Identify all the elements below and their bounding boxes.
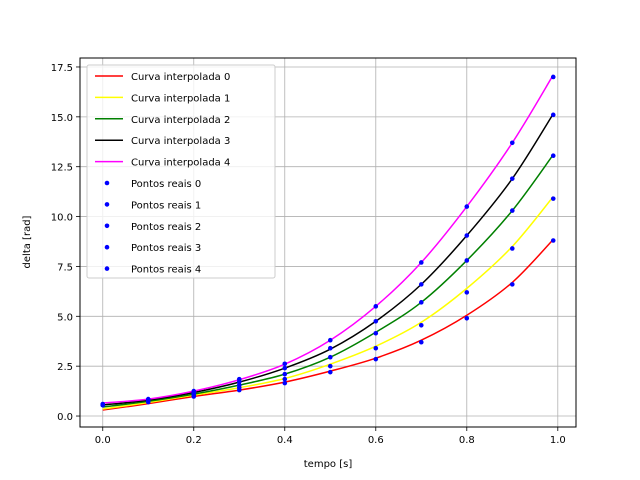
x-tick-label: 0.8 (459, 435, 475, 446)
real-point-4 (464, 204, 470, 209)
legend-label: Curva interpolada 2 (131, 115, 230, 126)
legend-label: Pontos reais 3 (131, 243, 201, 254)
curve-series-3 (102, 113, 554, 406)
real-point-2 (464, 258, 470, 263)
real-point-0 (373, 356, 379, 362)
legend-label: Curva interpolada 3 (131, 136, 230, 147)
real-point-4 (282, 361, 288, 367)
real-point-3 (418, 282, 424, 287)
real-point-2 (282, 371, 288, 377)
legend-marker-2 (104, 223, 110, 229)
legend-label: Pontos reais 4 (131, 265, 201, 276)
real-point-0 (282, 380, 288, 386)
real-point-3 (327, 345, 333, 351)
legend-marker-0 (104, 180, 110, 186)
y-tick-label: 10.0 (51, 213, 73, 224)
legend-marker-1 (104, 202, 110, 207)
y-tick-label: 17.5 (51, 63, 73, 74)
real-point-1 (373, 345, 379, 351)
legend-label: Pontos reais 2 (131, 222, 201, 233)
x-tick-label: 0.0 (95, 435, 111, 446)
y-tick-label: 7.5 (57, 262, 73, 273)
legend-label: Pontos reais 1 (131, 200, 201, 211)
real-point-4 (100, 401, 106, 407)
real-point-1 (509, 246, 515, 251)
real-point-0 (464, 315, 470, 321)
real-point-0 (327, 369, 333, 375)
real-point-3 (282, 365, 288, 371)
real-point-4 (236, 376, 242, 382)
real-point-2 (236, 382, 242, 388)
legend-marker-4 (104, 266, 110, 271)
real-point-3 (509, 176, 515, 181)
y-tick-label: 5.0 (57, 312, 73, 323)
real-point-1 (327, 363, 333, 369)
real-point-0 (418, 339, 424, 345)
real-point-1 (550, 196, 556, 201)
legend: Curva interpolada 0 Curva interpolada 1 Cu… (86, 64, 276, 279)
y-tick-label: 15.0 (51, 113, 73, 124)
x-tick-label: 0.2 (186, 435, 202, 446)
legend-label: Curva interpolada 1 (131, 93, 230, 104)
real-point-2 (418, 300, 424, 305)
y-axis-label: delta [rad] (22, 215, 33, 268)
real-point-1 (464, 290, 470, 295)
real-point-4 (373, 304, 379, 309)
real-point-0 (550, 238, 556, 243)
real-point-4 (509, 140, 515, 146)
legend-label: Curva interpolada 4 (131, 158, 230, 169)
legend-label: Curva interpolada 0 (131, 72, 230, 83)
real-point-4 (327, 337, 333, 343)
real-point-4 (550, 74, 556, 80)
x-tick-label: 1.0 (550, 435, 566, 446)
legend-label: Pontos reais 0 (131, 179, 201, 190)
tick-layer: 0.0 0.2 0.4 0.6 0.8 1.0 0.0 2.5 5.0 7.5 10.0 12.5 15… (51, 63, 566, 446)
real-point-3 (464, 233, 470, 238)
plot-frame (79, 57, 577, 428)
legend-marker-3 (104, 244, 110, 250)
x-tick-label: 0.6 (368, 435, 384, 446)
real-point-4 (145, 396, 151, 402)
y-tick-label: 0.0 (57, 412, 73, 423)
real-point-2 (373, 330, 379, 336)
real-point-0 (509, 282, 515, 287)
legend-box (86, 64, 276, 279)
x-axis-label: tempo [s] (304, 459, 353, 470)
real-point-2 (509, 208, 515, 213)
real-point-2 (327, 354, 333, 360)
real-point-3 (550, 112, 556, 118)
real-point-1 (418, 322, 424, 328)
real-point-4 (418, 260, 424, 265)
point-layer (100, 74, 556, 408)
real-point-1 (282, 376, 288, 382)
curve-series-4 (102, 74, 554, 404)
real-point-2 (550, 153, 556, 159)
y-tick-label: 2.5 (57, 362, 73, 373)
y-tick-label: 12.5 (51, 163, 73, 174)
x-tick-label: 0.4 (277, 435, 293, 446)
real-point-3 (373, 318, 379, 324)
real-point-4 (191, 388, 197, 394)
